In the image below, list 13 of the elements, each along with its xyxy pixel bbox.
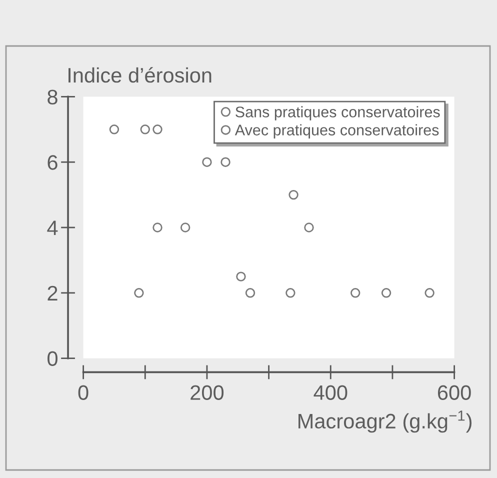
y-axis-title: Indice d’érosion [68, 67, 212, 83]
y-tick-label: 0 [48, 351, 58, 366]
y-tick-label: 2 [48, 286, 58, 300]
x-tick-label: 400 [314, 385, 348, 400]
y-tick-label: 6 [48, 155, 58, 170]
x-tick-label: 0 [78, 385, 88, 400]
y-tick-label: 8 [48, 90, 58, 104]
x-axis-title: Macroagr2 (g.kg$^{−1}$) [298, 410, 472, 433]
legend-label: Sans pratiques conservatoires [236, 106, 440, 120]
x-tick-label: 600 [438, 385, 471, 400]
y-tick-label: 4 [47, 220, 58, 236]
x-tick-label: 200 [190, 385, 224, 400]
legend-label: Avec pratiques conservatoires [234, 124, 439, 138]
